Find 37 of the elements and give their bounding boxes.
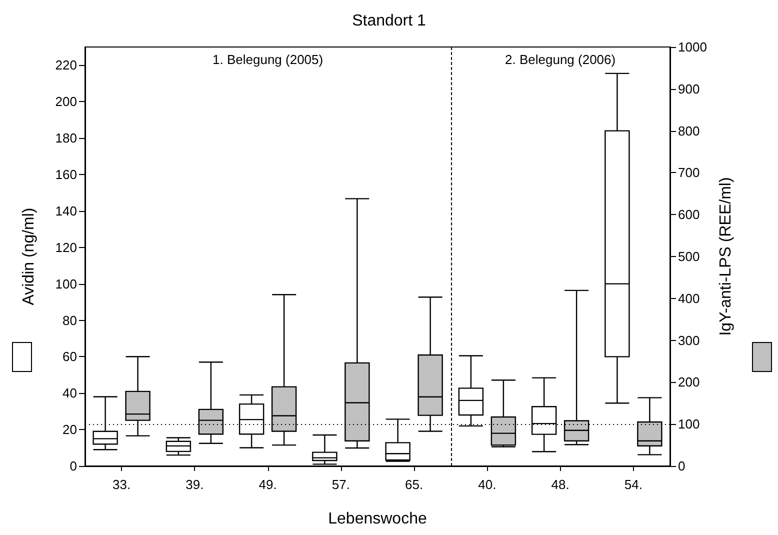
y2-tick-label: 600 [678, 207, 700, 222]
y-tick-label: 20 [62, 422, 77, 438]
y-tick-label: 60 [62, 349, 77, 364]
y-tick-label: 220 [55, 58, 77, 73]
y-axis-title: Avidin (ng/ml) [20, 208, 38, 306]
y2-axis-title: IgY-anti-LPS (REE/ml) [718, 177, 734, 336]
y-tick-label: 200 [55, 94, 77, 110]
y2-tick-label: 700 [678, 165, 700, 180]
y-tick-label: 0 [70, 458, 77, 474]
y-tick-label: 160 [55, 167, 77, 182]
y-tick-label: 80 [62, 312, 77, 328]
y2-tick-label: 400 [678, 290, 700, 306]
y-tick-label: 40 [62, 386, 77, 401]
y2-tick-label: 1000 [678, 40, 707, 54]
y2-tick-label: 200 [678, 374, 700, 390]
y2-tick-label: 900 [678, 81, 700, 96]
annotation: 1. Belegung (2005) [212, 52, 324, 67]
x-tick-label: 33. [112, 477, 131, 492]
y2-tick-label: 300 [678, 332, 700, 348]
x-tick-label: 40. [478, 477, 496, 492]
x-tick-label: 39. [186, 477, 204, 492]
x-tick-label: 48. [551, 477, 570, 492]
y-tick-label: 140 [55, 203, 77, 218]
chart-title: Standort 1 [352, 12, 426, 30]
annotation: 2. Belegung (2006) [505, 52, 616, 67]
y-tick-label: 120 [55, 240, 77, 255]
y2-tick-label: 0 [678, 458, 686, 474]
y2-tick-label: 100 [678, 416, 700, 432]
x-tick-label: 65. [405, 477, 424, 492]
x-tick-label: 54. [624, 477, 642, 492]
y2-tick-label: 800 [678, 123, 700, 138]
y-tick-label: 100 [55, 276, 77, 292]
x-tick-label: 49. [258, 477, 277, 492]
y-tick-label: 180 [55, 130, 77, 146]
y2-tick-label: 500 [678, 249, 700, 264]
x-axis-title: Lebenswoche [328, 510, 427, 528]
x-tick-label: 57. [332, 477, 350, 492]
